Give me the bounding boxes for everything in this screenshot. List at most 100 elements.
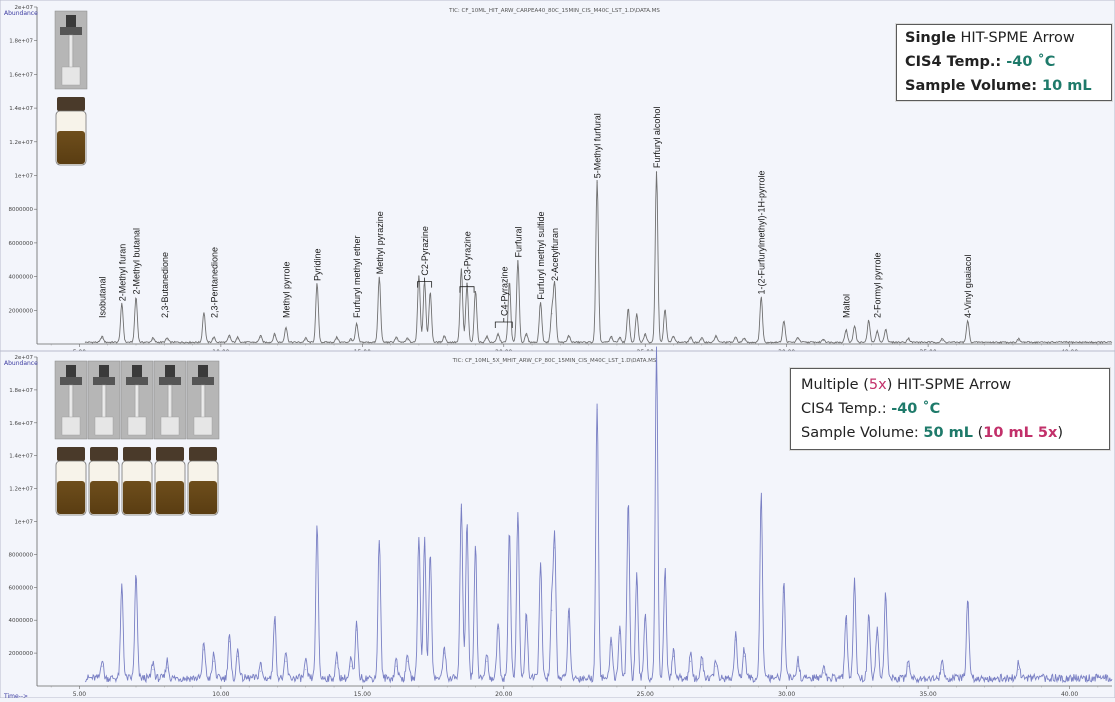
y-axis-title: Abundance xyxy=(4,10,38,17)
peak-point xyxy=(378,277,380,279)
peak-point xyxy=(418,540,420,542)
y-tick-label: 1e+07 xyxy=(15,520,34,526)
vial-liquid xyxy=(57,131,85,164)
tic-trace xyxy=(84,346,1113,684)
peak-point xyxy=(1018,668,1020,671)
y-tick-label: 1.4e+07 xyxy=(9,454,33,460)
info-line-volume: Sample Volume: 50 mL (10 mL 5x) xyxy=(801,421,1109,445)
spme-sleeve xyxy=(94,416,114,436)
peak-group-bracket xyxy=(417,277,433,288)
peak-point xyxy=(525,619,528,621)
spme-arrow-photo xyxy=(186,360,220,440)
mode-multiple: Multiple ( xyxy=(801,377,869,393)
peak-point xyxy=(508,537,511,539)
spme-sleeve xyxy=(160,416,180,436)
compound-label: 4-Vinyl guaiacol xyxy=(963,255,973,318)
peak-point xyxy=(672,655,675,657)
peak-point xyxy=(568,336,570,338)
peak-point xyxy=(356,324,358,327)
peak-point xyxy=(672,336,675,338)
peak-point xyxy=(554,284,556,286)
peak-point xyxy=(636,583,638,585)
peak-point xyxy=(525,334,528,337)
spme-body xyxy=(159,377,181,385)
peak-point xyxy=(166,339,168,341)
volume-paren-open: ( xyxy=(972,425,984,441)
sample-vial xyxy=(154,447,186,516)
spme-body xyxy=(60,27,82,35)
volume-paren-close: ) xyxy=(1057,425,1064,441)
peak-point xyxy=(876,331,878,333)
peak-point xyxy=(627,309,629,311)
peak-point xyxy=(203,313,205,315)
peak-point xyxy=(350,665,352,667)
peak-point xyxy=(655,171,658,173)
peak-point xyxy=(701,339,703,341)
spme-sleeve xyxy=(61,416,81,436)
x-tick-label: 30.00 xyxy=(778,691,795,698)
compound-label: Methyl pyrazine xyxy=(375,211,385,274)
peak-point xyxy=(735,639,737,641)
y-tick-label: 1.8e+07 xyxy=(9,388,33,394)
peak-point xyxy=(743,655,745,657)
peak-point xyxy=(213,338,215,340)
compound-label: Furfuryl alcohol xyxy=(652,107,662,169)
peak-point xyxy=(636,314,638,316)
y-tick-label: 4000000 xyxy=(9,275,34,281)
peak-point xyxy=(967,606,969,608)
spme-sleeve xyxy=(193,416,213,436)
peak-point xyxy=(689,338,692,340)
sample-vial xyxy=(121,447,153,516)
spme-arrow-photo xyxy=(54,10,88,90)
spme-body xyxy=(93,377,115,385)
y-tick-label: 4000000 xyxy=(9,618,34,624)
spme-cap xyxy=(132,365,142,377)
peak-point xyxy=(274,622,276,625)
mode-device: HIT-SPME Arrow xyxy=(955,30,1075,46)
compound-label: C3-Pyrazine xyxy=(463,231,473,281)
peak-point xyxy=(121,304,123,306)
spme-arrow-photo xyxy=(153,360,187,440)
peak-point xyxy=(797,338,799,340)
peak-point xyxy=(853,326,856,328)
peak-group-bracket xyxy=(494,318,513,328)
chart-title: TIC: CF_10ML_5X_MHIT_ARW_CP_80C_15MIN_CI… xyxy=(452,358,657,364)
peak-point xyxy=(443,652,445,654)
peak-point xyxy=(486,337,488,339)
peak-point xyxy=(423,545,426,547)
peak-point xyxy=(783,591,785,593)
peak-point xyxy=(907,339,909,341)
peak-point xyxy=(497,334,499,337)
compound-label: C4-Pyrazine xyxy=(499,266,509,316)
y-tick-label: 1.8e+07 xyxy=(9,39,33,45)
vial-cap xyxy=(189,447,217,461)
info-line-temp: CIS4 Temp.: -40 ˚C xyxy=(905,50,1111,74)
info-line-mode: Single HIT-SPME Arrow xyxy=(905,26,1111,50)
temp-value: -40 ˚C xyxy=(891,401,941,417)
peak-point xyxy=(907,665,909,667)
peak-point xyxy=(460,269,462,271)
peak-point xyxy=(259,336,262,338)
peak-point xyxy=(610,644,612,646)
peak-point xyxy=(418,276,420,278)
compound-label: Isobutanal xyxy=(98,276,108,318)
peak-point xyxy=(845,622,847,625)
peak-point xyxy=(336,662,338,664)
peak-point xyxy=(619,338,621,340)
y-tick-label: 6000000 xyxy=(9,585,34,591)
peak-point xyxy=(356,629,358,631)
peak-point xyxy=(689,660,692,662)
peak-point xyxy=(644,619,646,621)
peak-point xyxy=(316,534,318,536)
vial-liquid xyxy=(189,481,217,514)
vial-liquid xyxy=(57,481,85,514)
peak-point xyxy=(135,297,137,300)
spme-arrow-photo xyxy=(120,360,154,440)
peak-point xyxy=(259,670,262,672)
peak-point xyxy=(743,339,745,341)
compound-label: 2-Formyl pyrrole xyxy=(873,252,883,318)
volume-breakdown: 10 mL 5x xyxy=(983,425,1058,441)
vial-liquid xyxy=(156,481,184,514)
peak-point xyxy=(554,547,556,549)
